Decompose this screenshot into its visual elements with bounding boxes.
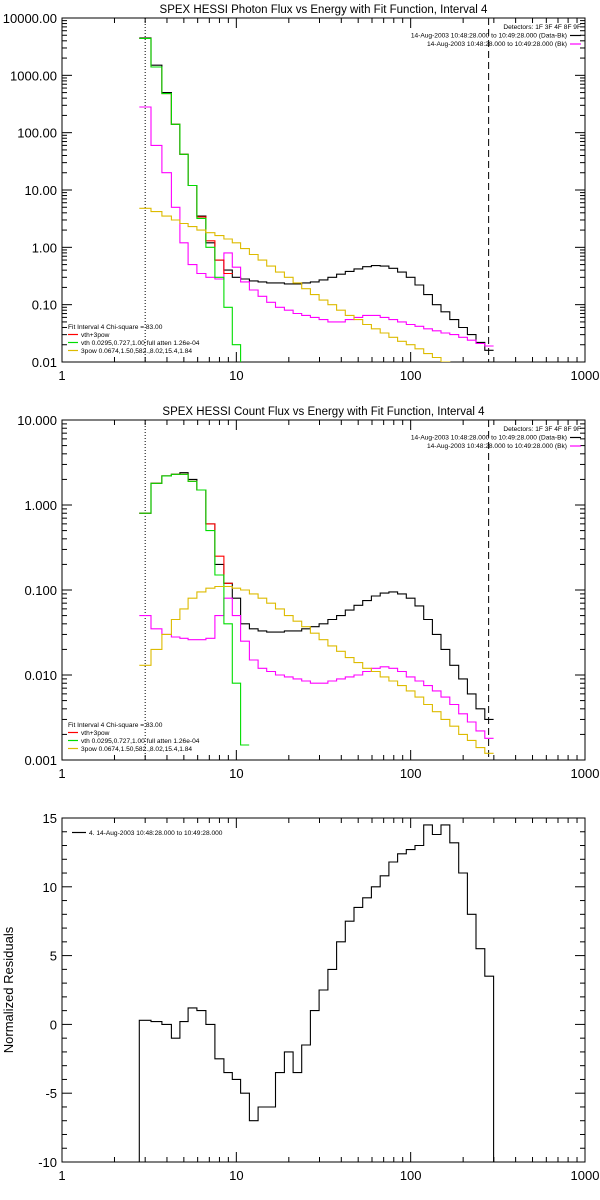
- y-tick-label: 100.00: [17, 126, 57, 141]
- y-tick-label: 5: [50, 949, 57, 964]
- series-group: [139, 472, 494, 754]
- y-tick-label: 1.00: [32, 240, 57, 255]
- y-tick-label: 1000.00: [10, 68, 57, 83]
- series-vth-3pow: [139, 473, 233, 584]
- chart-title: SPEX HESSI Count Flux vs Energy with Fit…: [162, 406, 485, 418]
- fit-text-2: vth 0.0295,0.727,1.00 full atten 1.26e-0…: [81, 340, 200, 347]
- y-tick-label: 10: [43, 880, 57, 895]
- y-tick-label: 10.00: [24, 183, 57, 198]
- x-tick-label: 1000: [571, 766, 600, 781]
- series-3pow: [139, 585, 494, 754]
- header-text-3: 14-Aug-2003 10:48:28.000 to 10:49:28.000…: [427, 443, 567, 450]
- y-tick-label: 10.000: [17, 413, 57, 428]
- x-tick-label: 10: [229, 368, 243, 383]
- series-bk: [139, 597, 494, 739]
- y-tick-label: 15: [43, 811, 57, 826]
- y-tick-label: 0.010: [24, 668, 57, 683]
- header-text-2: 14-Aug-2003 10:48:28.000 to 10:49:28.000…: [411, 33, 567, 40]
- fit-header: Fit Interval 4 Chi-square = 83.00: [68, 324, 163, 331]
- y-axis-label: Normalized Residuals: [1, 926, 16, 1053]
- fit-text-1: vth+3pow: [81, 332, 110, 339]
- fit-text-3: 3pow 0.0674,1.50,582.,8.02,15.4,1.84: [81, 746, 192, 753]
- x-tick-label: 100: [400, 1168, 422, 1183]
- header-text-1: Detectors: 1F 3F 4F 8F 9F: [503, 426, 581, 433]
- y-tick-label: 0.10: [32, 298, 57, 313]
- y-tick-label: 0.100: [24, 583, 57, 598]
- x-tick-label: 1: [58, 766, 65, 781]
- x-tick-label: 100: [400, 368, 422, 383]
- series-vth: [139, 37, 242, 362]
- plot-frame: [61, 817, 586, 1163]
- x-tick-label: 1000: [571, 368, 600, 383]
- y-tick-label: 0.001: [24, 753, 57, 768]
- series-data-bk: [139, 472, 494, 720]
- series-group: [138, 824, 495, 1162]
- y-tick-label: -5: [45, 1086, 57, 1101]
- series-3pow: [139, 207, 451, 362]
- y-tick-label: -10: [38, 1155, 57, 1170]
- fit-text-3: 3pow 0.0674,1.50,582.,8.02,15.4,1.84: [81, 348, 192, 355]
- x-tick-label: 1: [58, 1168, 65, 1183]
- series-vth: [139, 473, 250, 746]
- chart-title: SPEX HESSI Photon Flux vs Energy with Fi…: [160, 4, 488, 16]
- series-bk: [139, 106, 494, 347]
- fit-text-1: vth+3pow: [81, 730, 110, 737]
- chart-3: 1 10 100 1000 -10 -5 0 5 10 15 Normalized Residual…: [1, 811, 599, 1183]
- plot-frame: [61, 419, 586, 761]
- series-data-bk: [139, 37, 494, 351]
- chart-1: 1 10 100 1000 0.01 0.10 1.00 10.00 100.00 1000.00…: [3, 4, 600, 383]
- fit-text-2: vth 0.0295,0.727,1.00 full atten 1.26e-0…: [81, 738, 200, 745]
- series-4-14-aug-2003-10-48-28-000-to-10-49-28-000: [138, 824, 495, 1162]
- x-tick-label: 10: [229, 766, 243, 781]
- legend-entry: 4. 14-Aug-2003 10:48:28.000 to 10:49:28.…: [89, 830, 223, 837]
- chart-2: 1 10 100 1000 0.001 0.010 0.100 1.000 10.000 SPEX…: [17, 406, 599, 781]
- header-text-2: 14-Aug-2003 10:48:28.000 to 10:49:28.000…: [411, 435, 567, 442]
- x-tick-label: 1: [58, 368, 65, 383]
- x-tick-label: 1000: [571, 1168, 600, 1183]
- series-group: [139, 37, 494, 362]
- header-text-3: 14-Aug-2003 10:48:28.000 to 10:49:28.000…: [427, 41, 567, 48]
- y-tick-label: 10000.00: [3, 11, 57, 26]
- y-tick-label: 1.000: [24, 498, 57, 513]
- series-vth-3pow: [139, 37, 233, 275]
- y-tick-label: 0: [50, 1017, 57, 1032]
- header-text-1: Detectors: 1F 3F 4F 8F 9F: [503, 24, 581, 31]
- fit-header: Fit Interval 4 Chi-square = 83.00: [68, 722, 163, 729]
- x-tick-label: 10: [229, 1168, 243, 1183]
- x-tick-label: 100: [400, 766, 422, 781]
- plot-frame: [61, 17, 586, 363]
- y-tick-label: 0.01: [32, 355, 57, 370]
